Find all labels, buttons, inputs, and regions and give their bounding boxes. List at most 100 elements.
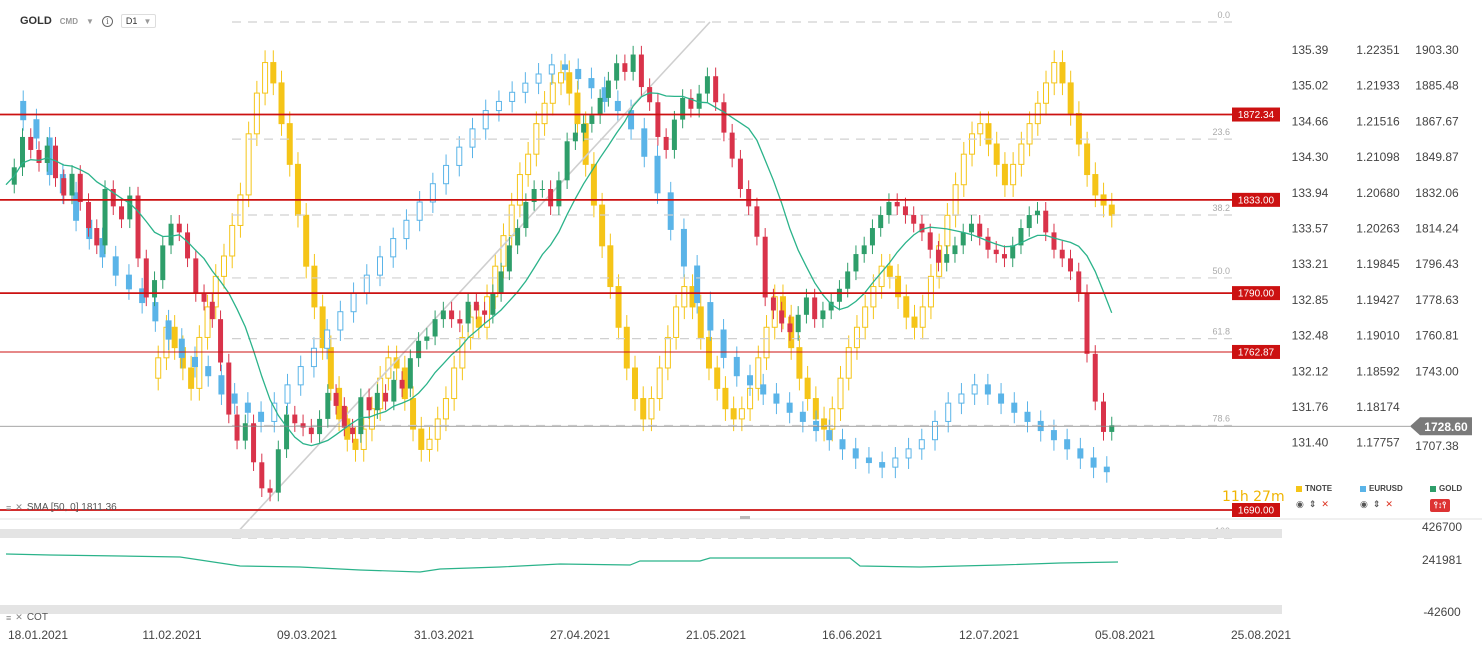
eurusd-candle [548,64,555,75]
eurusd-candle [562,64,568,70]
gold-candle [927,232,933,250]
info-icon[interactable]: i [101,15,113,27]
tnote-candle [475,316,482,328]
tnote-candle [319,306,326,349]
gold-candle [803,297,809,315]
indicator-settings-icon[interactable]: ⫯↕⫯ [1430,499,1451,512]
instrument-type: CMD [59,16,78,26]
interval-select[interactable]: D1 ▼ [120,14,157,28]
price-axes: 1903.30 1885.48 1867.67 1849.87 1832.06 1814.… [0,43,1472,453]
gold-candle [242,423,248,441]
horizontal-levels: 1872.34 1833.00 1790.00 1762.87 1690.00 [0,107,1280,517]
tnote-candle [500,235,507,267]
close-icon[interactable]: ✕ [1385,499,1393,509]
tnote-candle [763,326,770,359]
gold-candle [746,189,752,207]
chevron-down-icon[interactable]: ▼ [86,16,94,26]
eurusd-candle [575,68,582,80]
trend-line [231,21,711,539]
fibonacci-levels: 0.023.638.250.061.878.6100 [232,10,1232,539]
eurusd-candle [192,356,198,368]
gold-axis-tick: 1849.87 [1415,150,1459,164]
tnote-candle [1010,163,1017,186]
legend-tnote[interactable]: TNOTE ◉ ⇕ ✕ [1296,484,1332,510]
tnote-candle [204,306,211,338]
cot-axis-tick: 241981 [1422,553,1462,567]
eurusd-candle [984,384,991,395]
eye-icon[interactable]: ◉ [1296,499,1304,509]
gold-candle [506,245,512,272]
gold-candle [671,119,677,150]
eurusd-axis-tick: 1.21098 [1356,150,1400,164]
tnote-candle [664,336,671,369]
gold-candle [779,310,785,324]
tnote-candle [919,306,926,328]
legend-eurusd[interactable]: EURUSD ◉ ⇕ ✕ [1360,484,1403,510]
gold-candle [869,228,875,246]
gold-candle [350,427,356,435]
settings-icon[interactable]: ≡ [6,612,12,623]
eurusd-candle [20,100,27,121]
gold-candle [713,76,719,103]
tnote-candle [188,367,195,389]
sort-icon[interactable]: ⇕ [1372,499,1381,509]
gold-candle [36,149,42,163]
eurusd-axis-tick: 1.18174 [1356,400,1400,414]
close-icon[interactable]: ✕ [15,502,23,512]
gold-candle [845,271,851,289]
gold-candle [1026,215,1032,229]
eurusd-candle [284,384,291,404]
legend-label: TNOTE [1305,484,1333,493]
eurusd-candle [918,439,925,450]
gold-candle [878,215,884,229]
tnote-candle [558,72,565,84]
eurusd-candle [416,201,423,221]
gold-candle [275,449,281,493]
swatch [1360,485,1366,492]
sma-indicator-label[interactable]: ≡ ✕ SMA [50, 0] 1811.36 [6,502,117,513]
gold-candle [630,54,636,72]
gold-candle [968,223,974,233]
gold-candle [622,63,628,72]
price-level-tag [1232,503,1280,517]
gold-candle [820,310,826,320]
tnote-candle [788,316,795,349]
tnote-candle [977,123,984,135]
swatch [1296,485,1302,492]
fib-level-label: 50.0 [1212,266,1230,276]
cot-indicator-label[interactable]: ≡ ✕ COT [6,612,48,623]
tnote-candle [327,347,334,389]
close-icon[interactable]: ✕ [15,612,23,622]
tnote-candle [237,194,244,226]
tnote-candle [294,163,301,216]
gold-axis-tick: 1778.63 [1415,293,1459,307]
eurusd-candle [1011,402,1018,413]
eurusd-candle [73,192,80,221]
sort-icon[interactable]: ⇕ [1308,499,1317,509]
tnote-candle [1059,62,1066,84]
eye-icon[interactable]: ◉ [1360,499,1368,509]
gold-candle [1051,232,1057,250]
tnote-candle [829,408,836,430]
eurusd-candle [773,393,780,404]
close-icon[interactable]: ✕ [1321,499,1329,509]
legend-gold[interactable]: GOLD ⫯↕⫯ [1430,484,1462,512]
settings-icon[interactable]: ≡ [6,502,12,513]
eurusd-candle [588,78,595,89]
gold-candle [226,362,232,415]
gold-candle [1059,249,1065,259]
gold-candle [44,145,50,163]
symbol-label[interactable]: GOLD [20,15,52,27]
gold-candle [482,310,488,315]
eurusd-candle [1064,439,1071,450]
eurusd-candle [707,302,714,331]
candle-countdown: 11h 27m [1222,489,1285,505]
tnote-candle [229,224,236,257]
gold-candle [589,115,595,124]
tnote-candle [771,296,778,328]
gold-candle [754,206,760,237]
tnote-candle [582,123,589,165]
gold-candle [61,178,67,196]
tnote-candle [1018,143,1025,165]
